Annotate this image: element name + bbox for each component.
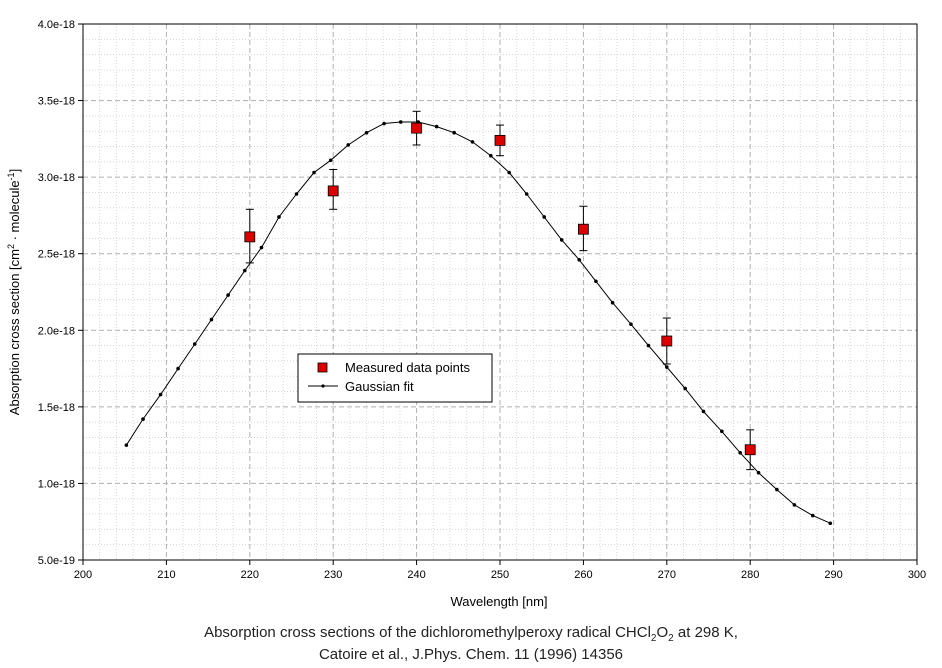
gaussian-fit-point [594,279,598,284]
major-grid [83,24,917,560]
gaussian-fit-point [507,170,511,175]
x-axis-title: Wavelength [nm] [450,594,547,609]
legend-marker-measured [317,362,328,373]
gaussian-fit-point [470,140,475,144]
y-tick-label: 1.0e-18 [38,478,75,490]
x-tick-label: 250 [491,569,509,581]
gaussian-fit-point [756,470,761,475]
y-tick-label: 1.5e-18 [38,402,75,414]
gaussian-fit-point [701,409,706,414]
gaussian-fit-point [124,443,129,447]
legend-label-measured: Measured data points [345,360,471,375]
gaussian-fit-point [364,130,369,135]
y-tick-label: 3.5e-18 [38,96,75,108]
measured-data-point [661,335,673,347]
gaussian-fit-point [738,451,742,455]
measured-data-point [494,134,506,146]
x-tick-label: 260 [574,569,592,581]
gaussian-fit-point [646,343,651,348]
gaussian-fit-series [124,120,833,526]
caption-line-1: Absorption cross sections of the dichlor… [204,624,738,644]
gaussian-fit-point [792,503,797,507]
gaussian-fit-point [192,342,197,346]
gaussian-fit-point [277,215,281,219]
gaussian-fit-point [775,487,779,492]
y-tick-label: 5.0e-19 [38,555,75,567]
gaussian-fit-point [524,192,529,196]
gaussian-fit-point [259,245,264,250]
gaussian-fit-point [209,317,214,322]
x-tick-label: 290 [824,569,842,581]
x-axis-ticks [82,560,918,565]
gaussian-fit-point [328,158,333,163]
chart: 200 210 220 230 240 250 260 270 280 290 300 5.0e-1… [6,19,926,609]
measured-data-point [578,223,589,235]
gaussian-fit-point [610,300,615,305]
y-tick-label: 4.0e-18 [38,19,75,31]
gaussian-fit-point [665,365,669,369]
y-tick-label: 2.5e-18 [38,249,75,261]
x-tick-label: 200 [74,569,92,581]
gaussian-fit-point [434,124,439,129]
y-axis-ticks [78,23,83,561]
gaussian-fit-point [542,215,547,219]
gaussian-fit-point [141,417,145,421]
gaussian-fit-point [294,192,299,196]
gaussian-fit-point [312,170,316,175]
x-tick-label: 270 [658,569,676,581]
legend: Measured data points Gaussian fit [297,353,493,403]
gaussian-fit-point [559,238,564,242]
gaussian-fit-point [720,429,724,434]
gaussian-fit-point [629,322,633,326]
x-tick-label: 300 [908,569,926,581]
y-tick-label: 2.0e-18 [38,325,75,337]
measured-data-point [411,122,423,134]
gaussian-fit-point [452,130,456,135]
gaussian-fit-point [398,120,403,124]
gaussian-fit-point [810,513,815,518]
gaussian-fit-point [382,121,386,126]
gaussian-fit-point [489,153,493,158]
x-tick-label: 240 [407,569,425,581]
gaussian-fit-point [683,386,687,391]
caption-line-2: Catoire et al., J.Phys. Chem. 11 (1996) … [318,646,624,663]
measured-data-point [327,185,339,197]
gaussian-fit-point [158,392,163,397]
legend-box [297,353,493,403]
y-axis-tick-labels: 5.0e-19 1.0e-18 1.5e-18 2.0e-18 2.5e-18 3.0e-… [38,19,75,567]
gaussian-fit-point [577,258,582,262]
gaussian-fit-point [828,521,833,526]
gaussian-fit-point [176,366,180,371]
x-tick-label: 220 [241,569,259,581]
gaussian-fit-point [346,143,351,147]
x-tick-label: 280 [741,569,759,581]
measured-data-point [744,444,756,456]
x-axis-tick-labels: 200 210 220 230 240 250 260 270 280 290 300 [74,569,926,581]
y-axis-title: Absorption cross section [cm2 · molecule… [6,169,22,415]
x-tick-label: 230 [324,569,342,581]
gaussian-fit-point [242,268,247,273]
measured-data-series [244,122,756,456]
gaussian-fit-point [226,293,230,297]
legend-marker-fit [321,384,325,388]
legend-label-fit: Gaussian fit [345,379,414,394]
x-tick-label: 210 [157,569,175,581]
y-tick-label: 3.0e-18 [38,172,75,184]
measured-data-point [244,231,256,243]
